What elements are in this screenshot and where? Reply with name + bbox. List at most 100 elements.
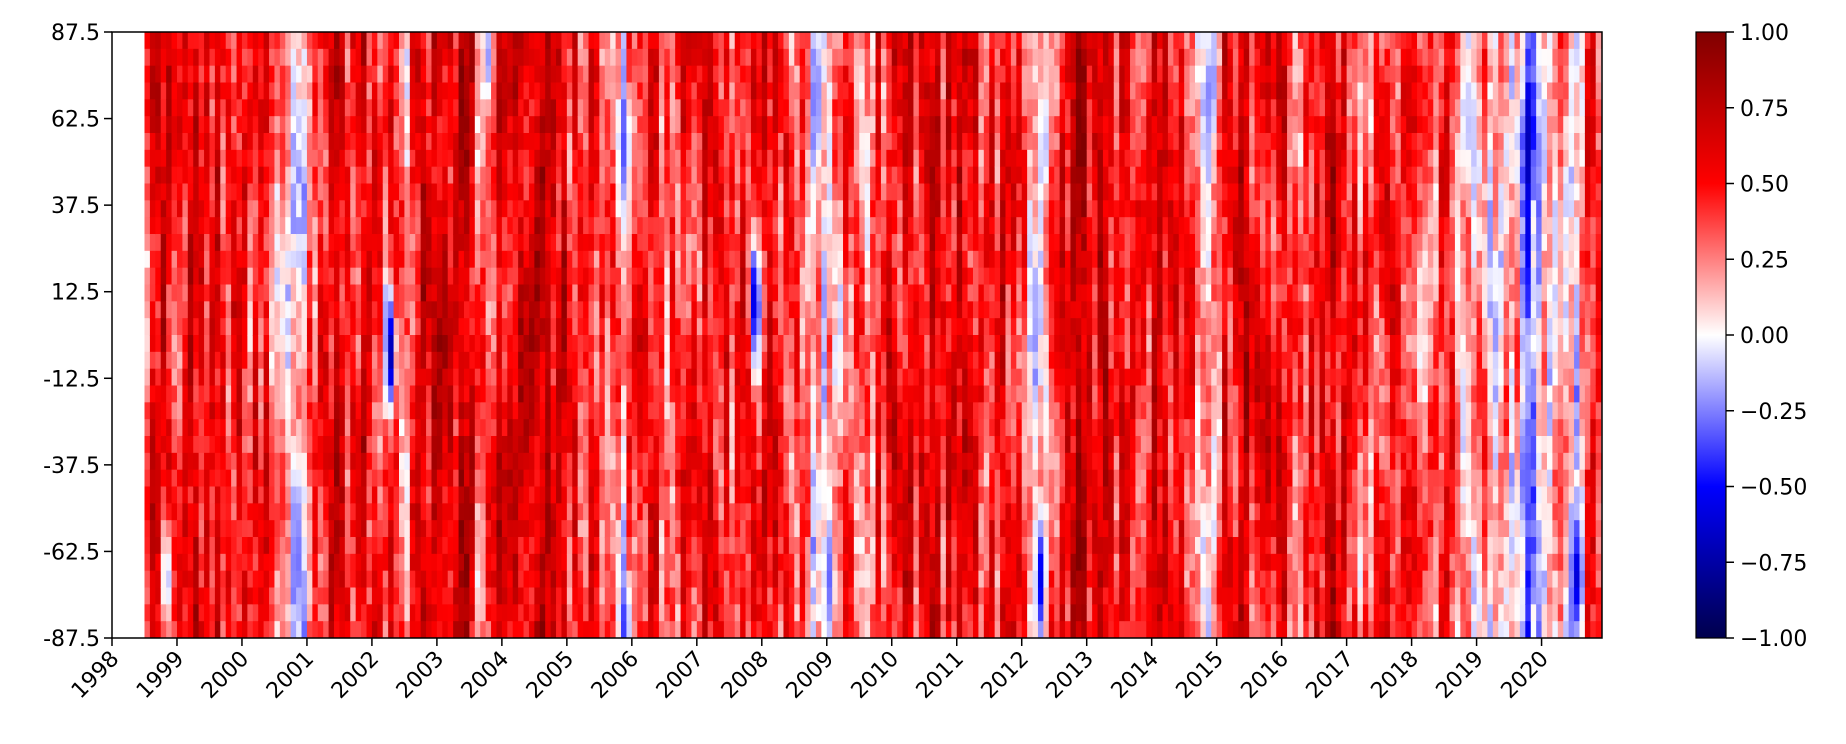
heatmap-cell xyxy=(290,335,297,353)
heatmap-cell xyxy=(588,32,595,50)
heatmap-cell xyxy=(463,335,470,353)
heatmap-cell xyxy=(485,82,492,100)
heatmap-cell xyxy=(637,385,644,403)
heatmap-cell xyxy=(420,166,427,185)
heatmap-cell xyxy=(474,65,481,84)
heatmap-cell xyxy=(426,537,433,555)
heatmap-cell xyxy=(485,65,492,84)
heatmap-cell xyxy=(810,99,817,117)
heatmap-cell xyxy=(317,217,324,235)
heatmap-cell xyxy=(431,48,438,67)
heatmap-cell xyxy=(561,621,568,638)
heatmap-cell xyxy=(404,149,411,168)
heatmap-cell xyxy=(669,133,676,151)
heatmap-cell xyxy=(523,537,530,555)
heatmap-cell xyxy=(512,116,519,134)
heatmap-cell xyxy=(290,452,297,471)
heatmap-cell xyxy=(696,587,703,605)
heatmap-cell xyxy=(344,368,351,387)
heatmap-cell xyxy=(523,570,530,589)
heatmap-cell xyxy=(366,604,373,622)
heatmap-cell xyxy=(750,436,757,454)
heatmap-cell xyxy=(859,200,866,218)
heatmap-cell xyxy=(312,604,319,622)
heatmap-cell xyxy=(864,32,871,50)
heatmap-cell xyxy=(583,133,590,151)
heatmap-cell xyxy=(864,486,871,504)
heatmap-cell xyxy=(799,318,806,336)
heatmap-cell xyxy=(685,217,693,235)
heatmap-cell xyxy=(550,82,557,100)
heatmap-cell xyxy=(269,335,276,353)
heatmap-cell xyxy=(729,486,736,504)
heatmap-cell xyxy=(328,537,335,555)
heatmap-cell xyxy=(713,200,720,218)
heatmap-cell xyxy=(187,452,194,471)
heatmap-cell xyxy=(718,234,725,252)
heatmap-cell xyxy=(399,385,406,403)
heatmap-cell xyxy=(805,133,812,151)
heatmap-cell xyxy=(534,200,541,218)
heatmap-cell xyxy=(279,318,286,336)
heatmap-cell xyxy=(160,65,167,84)
heatmap-cell xyxy=(458,99,465,117)
heatmap-cell xyxy=(496,116,503,134)
heatmap-cell xyxy=(642,301,649,319)
heatmap-cell xyxy=(263,32,270,50)
heatmap-cell xyxy=(518,32,525,50)
heatmap-cell xyxy=(285,452,292,471)
heatmap-cell xyxy=(480,166,487,185)
heatmap-cell xyxy=(176,385,183,403)
heatmap-cell xyxy=(891,436,898,454)
heatmap-cell xyxy=(610,250,617,269)
heatmap-cell xyxy=(778,250,785,269)
heatmap-cell xyxy=(853,604,860,622)
heatmap-cell xyxy=(436,250,443,269)
heatmap-cell xyxy=(512,250,519,269)
heatmap-cell xyxy=(561,284,568,302)
heatmap-cell xyxy=(599,217,606,235)
heatmap-cell xyxy=(621,183,628,201)
heatmap-cell xyxy=(810,570,817,589)
heatmap-cell xyxy=(160,570,167,589)
heatmap-cell xyxy=(388,149,395,168)
heatmap-cell xyxy=(821,419,828,437)
heatmap-cell xyxy=(214,351,221,370)
heatmap-cell xyxy=(745,469,752,488)
heatmap-cell xyxy=(355,570,362,589)
heatmap-cell xyxy=(837,335,844,353)
heatmap-cell xyxy=(247,267,254,286)
heatmap-cell xyxy=(301,419,308,437)
heatmap-cell xyxy=(528,368,535,387)
heatmap-cell xyxy=(545,419,552,437)
heatmap-cell xyxy=(274,503,281,521)
heatmap-cell xyxy=(512,318,519,336)
heatmap-cell xyxy=(431,537,438,555)
heatmap-cell xyxy=(231,166,238,185)
heatmap-cell xyxy=(247,335,254,353)
heatmap-cell xyxy=(761,65,768,84)
heatmap-cell xyxy=(875,570,882,589)
heatmap-cell xyxy=(669,604,676,622)
heatmap-cell xyxy=(496,604,503,622)
heatmap-cell xyxy=(707,32,714,50)
heatmap-cell xyxy=(393,419,400,437)
heatmap-cell xyxy=(442,351,449,370)
heatmap-cell xyxy=(837,436,844,454)
heatmap-cell xyxy=(350,82,357,100)
heatmap-cell xyxy=(826,267,833,286)
heatmap-cell xyxy=(463,537,470,555)
heatmap-cell xyxy=(696,133,703,151)
heatmap-cell xyxy=(290,351,297,370)
heatmap-cell xyxy=(761,99,768,117)
heatmap-cell xyxy=(166,166,173,185)
heatmap-cell xyxy=(853,587,860,605)
heatmap-cell xyxy=(144,570,151,589)
heatmap-cell xyxy=(778,368,785,387)
heatmap-cell xyxy=(258,520,265,538)
heatmap-cell xyxy=(621,82,628,100)
heatmap-cell xyxy=(334,587,341,605)
heatmap-cell xyxy=(637,149,644,168)
heatmap-cell xyxy=(447,503,454,521)
heatmap-cell xyxy=(875,116,882,134)
